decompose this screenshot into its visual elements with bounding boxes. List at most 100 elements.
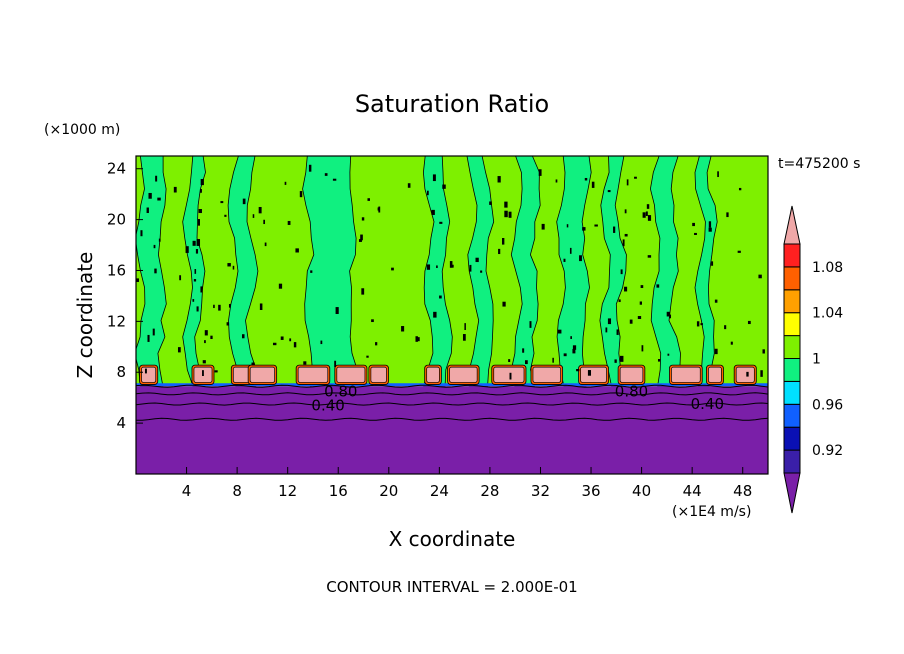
speckle-cell xyxy=(439,221,443,224)
speckle-cell xyxy=(232,265,235,270)
speckle-cell xyxy=(185,246,189,253)
speckle-cell xyxy=(464,323,466,331)
speckle-cell xyxy=(726,212,729,218)
speckle-cell xyxy=(204,330,208,336)
speckle-cell xyxy=(308,164,312,172)
y-tick-label: 8 xyxy=(116,363,126,381)
speckle-cell xyxy=(552,357,554,363)
speckle-cell xyxy=(714,348,718,355)
speckle-cell xyxy=(642,212,646,218)
speckle-cell xyxy=(620,269,623,275)
colorbar-segment xyxy=(783,380,801,405)
colorbar-tick-label: 0.96 xyxy=(812,397,843,413)
contour-lines xyxy=(136,164,768,421)
speckle-cell xyxy=(293,342,297,348)
speckle-cell xyxy=(641,345,644,352)
speckle-cell xyxy=(303,361,307,365)
speckle-cell xyxy=(449,261,453,268)
speckle-cell xyxy=(415,336,418,342)
speckle-cell xyxy=(624,286,628,292)
speckle-cell xyxy=(228,304,231,308)
speckle-cell xyxy=(196,239,201,246)
dry-layer-fill xyxy=(136,386,768,474)
speckle-cell xyxy=(639,301,642,305)
x-tick-label: 48 xyxy=(733,482,752,500)
x-tick-label: 20 xyxy=(379,482,398,500)
speckle-cell xyxy=(264,242,267,247)
speckle-cell xyxy=(624,209,627,214)
speckle-cell xyxy=(737,250,741,253)
y-axis-label: Z coordinate xyxy=(73,252,97,379)
speckle-cell xyxy=(555,179,558,183)
speckle-cell xyxy=(136,278,139,282)
speckle-cell xyxy=(192,299,195,302)
speckle-cell xyxy=(432,174,436,182)
peak-cell xyxy=(249,366,276,383)
speckle-cell xyxy=(407,183,411,188)
speckle-cell xyxy=(335,307,339,314)
speckle-cell xyxy=(563,353,567,357)
speckle-cell xyxy=(431,209,435,215)
speckle-cell xyxy=(144,368,147,374)
x-tick-label: 40 xyxy=(632,482,651,500)
colorbar-segment xyxy=(783,312,801,337)
plot-frame xyxy=(135,155,769,475)
speckle-cell xyxy=(177,347,181,353)
contour-label: 0.80 xyxy=(615,382,648,400)
speckle-cell xyxy=(657,359,661,362)
speckle-cell xyxy=(504,210,508,218)
speckle-cell xyxy=(669,314,672,319)
speckle-cell xyxy=(287,220,291,225)
speckle-cell xyxy=(607,190,611,193)
speckle-cell xyxy=(195,249,199,254)
speckle-cell xyxy=(616,329,619,335)
speckle-cell xyxy=(619,355,624,362)
speckle-cell xyxy=(147,334,150,342)
speckle-cell xyxy=(263,219,266,225)
speckle-cell xyxy=(148,192,152,199)
speckle-cell xyxy=(154,268,157,274)
speckle-cell xyxy=(202,360,206,364)
speckle-cell xyxy=(401,326,405,332)
contour-line xyxy=(136,392,768,396)
colorbar-segment xyxy=(783,243,801,268)
speckle-cell xyxy=(272,342,277,346)
speckle-cell xyxy=(607,318,612,325)
speckle-cell xyxy=(563,258,566,262)
speckle-cell xyxy=(637,316,642,320)
contour-interval-footer: CONTOUR INTERVAL = 2.000E-01 xyxy=(326,578,577,596)
speckle-cell xyxy=(541,223,545,230)
speckle-cell xyxy=(367,198,370,201)
speckle-cell xyxy=(442,184,446,189)
speckle-cell xyxy=(320,340,323,345)
colorbar-min-triangle xyxy=(783,472,801,514)
speckle-cell xyxy=(146,207,149,214)
colorbar-tick-label: 1 xyxy=(812,352,821,368)
speckle-cell xyxy=(746,371,749,377)
x-tick-label: 32 xyxy=(531,482,550,500)
speckle-cell xyxy=(179,275,182,281)
speckle-cell xyxy=(242,198,246,205)
speckle-cell xyxy=(522,348,525,353)
speckle-cell xyxy=(696,321,700,327)
speckle-cell xyxy=(708,227,712,232)
speckle-cell xyxy=(241,334,245,339)
speckle-cell xyxy=(426,264,431,270)
speckle-cell xyxy=(358,239,362,242)
speckle-cell xyxy=(647,255,652,258)
speckle-cell xyxy=(469,264,472,272)
speckle-cell xyxy=(605,327,608,333)
speckle-cell xyxy=(692,222,695,227)
speckle-cell xyxy=(157,197,161,201)
x-axis-ticks: 4 8 12 16 20 24 28 32 36 40 44 48 xyxy=(182,467,752,500)
peak-cell xyxy=(619,366,644,383)
speckle-cell xyxy=(295,248,299,253)
speckle-cell xyxy=(618,299,621,303)
speckle-cell xyxy=(629,319,633,324)
speckle-cell xyxy=(199,189,202,193)
speckle-cell xyxy=(762,349,765,354)
speckle-cell xyxy=(202,370,204,377)
speckle-cell xyxy=(252,214,255,218)
speckle-cell xyxy=(213,304,215,309)
speckle-cell xyxy=(214,370,218,373)
